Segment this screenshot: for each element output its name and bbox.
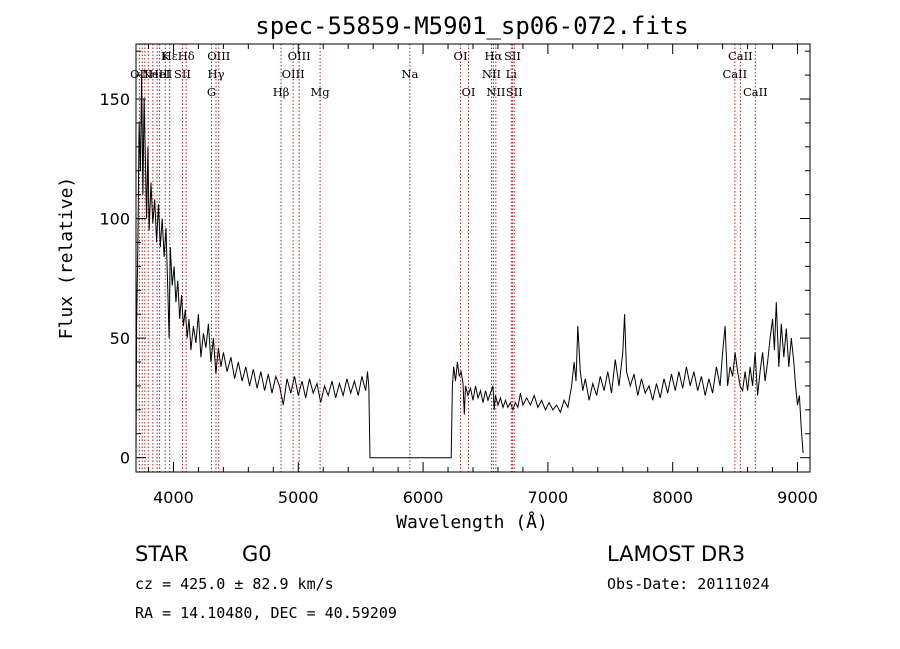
reference-lines — [138, 44, 756, 472]
x-tick-label: 7000 — [528, 488, 569, 507]
spectrum-line — [135, 75, 804, 459]
reference-line-label: Na — [401, 67, 418, 81]
y-tick-label: 50 — [110, 329, 130, 348]
reference-line-label: OIII — [282, 67, 305, 81]
x-axis-label: Wavelength (Å) — [396, 511, 548, 533]
x-tick-label: 8000 — [652, 488, 693, 507]
reference-line-label: Li — [506, 67, 518, 81]
x-tick-label: 5000 — [278, 488, 319, 507]
reference-line-label: SII — [506, 85, 523, 99]
reference-line-label: Hδ — [178, 49, 195, 63]
plot-frame — [135, 43, 811, 473]
x-tick-label: 6000 — [403, 488, 444, 507]
object-class: STAR — [135, 542, 188, 566]
redshift-velocity: cz = 425.0 ± 82.9 km/s — [135, 575, 334, 593]
reference-line-label: Hβ — [273, 85, 290, 99]
reference-line-label: SII — [504, 49, 521, 63]
reference-line-label: OIII — [288, 49, 311, 63]
reference-line-label: CaII — [722, 67, 747, 81]
y-tick-label: 150 — [99, 90, 130, 109]
subclass: G0 — [242, 542, 272, 566]
y-axis-label: Flux (relative) — [56, 177, 77, 340]
reference-line-label: OI — [462, 85, 476, 99]
survey-name: LAMOST DR3 — [607, 542, 745, 566]
reference-line-label: CaII — [743, 85, 768, 99]
reference-line-label: OI — [454, 49, 468, 63]
reference-line-label: K — [161, 49, 170, 63]
reference-line-label: OII — [130, 67, 149, 81]
reference-line-label: OIII — [207, 49, 230, 63]
reference-line-label: NeIII — [142, 67, 173, 81]
x-tick-label: 4000 — [153, 488, 194, 507]
y-tick-label: 0 — [120, 449, 130, 468]
reference-line-label: NII — [486, 85, 505, 99]
reference-line-label: CaII — [728, 49, 753, 63]
observation-date: Obs-Date: 20111024 — [607, 575, 770, 593]
reference-line-label: Hα — [484, 49, 502, 63]
reference-line-label: SII — [174, 67, 191, 81]
coordinates: RA = 14.10480, DEC = 40.59209 — [135, 604, 397, 622]
y-axis: 0 50 100 150 — [99, 50, 810, 468]
reference-line-label: Hε — [162, 49, 178, 63]
reference-line-label: NII — [482, 67, 501, 81]
reference-line-label: HeI — [149, 67, 170, 81]
x-tick-label: 9000 — [777, 488, 818, 507]
chart-title: spec-55859-M5901_sp06-072.fits — [255, 12, 688, 40]
x-axis: 4000 5000 6000 7000 8000 9000 — [147, 44, 818, 507]
reference-line-label: G — [207, 85, 216, 99]
reference-line-label: Hγ — [208, 67, 225, 81]
y-tick-label: 100 — [99, 210, 130, 229]
reference-line-label: Mg — [311, 85, 331, 99]
